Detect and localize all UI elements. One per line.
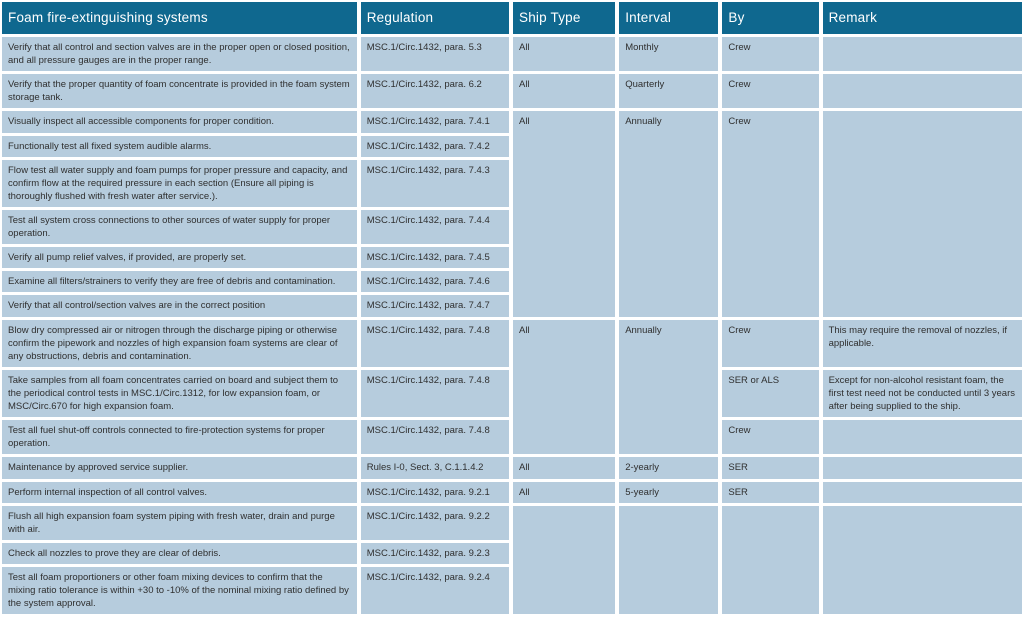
regulation-cell: MSC.1/Circ.1432, para. 7.4.7 [360,295,509,317]
column-header-regulation: Regulation [360,2,509,34]
task-cell: Test all fuel shut-off controls connecte… [2,420,357,455]
task-cell: Test all system cross connections to oth… [2,209,357,245]
table-row: Test all fuel shut-off controls connecte… [2,420,1022,455]
regulation-cell: MSC.1/Circ.1432, para. 7.4.5 [360,247,509,269]
by-cell: Crew [722,111,819,317]
table-body: Verify that all control and section valv… [2,37,1022,615]
table-row: Test all system cross connections to oth… [2,209,1022,245]
remark-cell: Except for non-alcohol resistant foam, t… [822,369,1022,418]
by-cell: Crew [722,420,819,455]
task-cell: Test all foam proportioners or other foa… [2,566,357,615]
regulation-cell: MSC.1/Circ.1432, para. 9.2.2 [360,505,509,540]
table-row: Blow dry compressed air or nitrogen thro… [2,319,1022,455]
column-header-by: By [722,2,819,34]
regulation-cell: MSC.1/Circ.1432, para. 5.3 [360,37,509,72]
remark-cell [822,420,1022,455]
task-cell: Check all nozzles to prove they are clea… [2,542,357,564]
remark-cell [822,457,1022,479]
task-cell: Blow dry compressed air or nitrogen thro… [2,319,357,367]
regulation-cell: MSC.1/Circ.1432, para. 9.2.4 [360,566,509,615]
table-row: Functionally test all fixed system audib… [2,135,1022,157]
by-cell: Crew [722,74,819,109]
regulation-cell: MSC.1/Circ.1432, para. 9.2.1 [360,481,509,503]
shiptype-cell: All [512,74,616,109]
remark-cell [822,505,1022,615]
remark-cell [822,481,1022,503]
task-cell: Functionally test all fixed system audib… [2,135,357,157]
table-row: Verify all pump relief valves, if provid… [2,247,1022,269]
shiptype-cell: All [512,457,616,479]
interval-cell: Annually [619,111,719,317]
table-row: Maintenance by approved service supplier… [2,457,1022,479]
column-header-ship-type: Ship Type [512,2,616,34]
task-cell: Perform internal inspection of all contr… [2,481,357,503]
remark-cell [822,111,1022,317]
task-cell: Take samples from all foam concentrates … [2,369,357,418]
by-cell: Crew [722,319,819,367]
interval-cell: 2-yearly [619,457,719,479]
table-row: Check all nozzles to prove they are clea… [2,542,1022,564]
regulation-cell: MSC.1/Circ.1432, para. 7.4.8 [360,369,509,418]
table-row: Test all foam proportioners or other foa… [2,566,1022,615]
regulation-cell: MSC.1/Circ.1432, para. 6.2 [360,74,509,109]
table-row: Take samples from all foam concentrates … [2,369,1022,418]
by-cell: Crew [722,37,819,72]
column-header-remark: Remark [822,2,1022,34]
task-cell: Verify that all control and section valv… [2,37,357,72]
regulation-cell: MSC.1/Circ.1432, para. 7.4.8 [360,319,509,367]
table-row: Verify that all control/section valves a… [2,295,1022,317]
task-cell: Visually inspect all accessible componen… [2,111,357,133]
table-row: Flow test all water supply and foam pump… [2,159,1022,207]
table-row: Flush all high expansion foam system pip… [2,505,1022,615]
table-row: Examine all filters/strainers to verify … [2,271,1022,293]
regulation-cell: MSC.1/Circ.1432, para. 7.4.6 [360,271,509,293]
regulation-cell: MSC.1/Circ.1432, para. 7.4.2 [360,135,509,157]
task-cell: Verify that the proper quantity of foam … [2,74,357,109]
task-cell: Verify all pump relief valves, if provid… [2,247,357,269]
regulation-cell: MSC.1/Circ.1432, para. 7.4.8 [360,420,509,455]
table-row: Visually inspect all accessible componen… [2,111,1022,317]
remark-cell [822,37,1022,72]
interval-cell: Quarterly [619,74,719,109]
interval-cell: Monthly [619,37,719,72]
remark-cell: This may require the removal of nozzles,… [822,319,1022,367]
regulation-cell: MSC.1/Circ.1432, para. 7.4.4 [360,209,509,245]
by-cell: SER [722,481,819,503]
regulation-cell: MSC.1/Circ.1432, para. 7.4.3 [360,159,509,207]
task-cell: Flow test all water supply and foam pump… [2,159,357,207]
interval-cell: Annually [619,319,719,455]
table-row: Perform internal inspection of all contr… [2,481,1022,503]
shiptype-cell: All [512,111,616,317]
table-title: Foam fire-extinguishing systems [2,2,357,34]
shiptype-cell: All [512,37,616,72]
interval-cell: 5-yearly [619,481,719,503]
interval-cell [619,505,719,615]
shiptype-cell: All [512,319,616,455]
regulation-cell: MSC.1/Circ.1432, para. 9.2.3 [360,542,509,564]
regulation-cell: Rules I-0, Sect. 3, C.1.1.4.2 [360,457,509,479]
shiptype-cell: All [512,481,616,503]
by-cell: SER or ALS [722,369,819,418]
column-header-interval: Interval [619,2,719,34]
by-cell [722,505,819,615]
shiptype-cell [512,505,616,615]
header-row: Foam fire-extinguishing systems Regulati… [2,2,1022,34]
task-cell: Maintenance by approved service supplier… [2,457,357,479]
table-row: Verify that all control and section valv… [2,37,1022,72]
by-cell: SER [722,457,819,479]
table-row: Verify that the proper quantity of foam … [2,74,1022,109]
task-cell: Examine all filters/strainers to verify … [2,271,357,293]
task-cell: Flush all high expansion foam system pip… [2,505,357,540]
task-cell: Verify that all control/section valves a… [2,295,357,317]
regulation-cell: MSC.1/Circ.1432, para. 7.4.1 [360,111,509,133]
remark-cell [822,74,1022,109]
